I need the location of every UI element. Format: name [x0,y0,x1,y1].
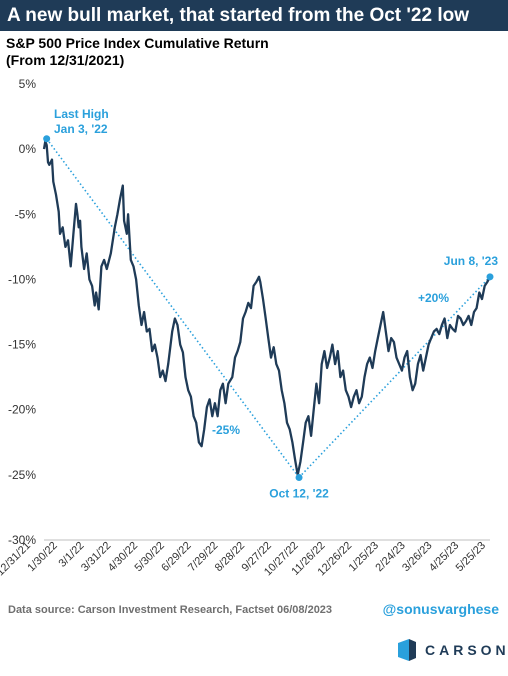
y-tick-label: -30% [8,533,36,547]
subtitle-line-2: (From 12/31/2021) [6,52,125,68]
carson-logo-icon [398,639,416,661]
data-source-note: Data source: Carson Investment Research,… [8,604,333,616]
author-handle[interactable]: @sonusvarghese [382,601,499,617]
y-tick-label: 0% [19,142,37,156]
last-high-label: Last High [54,107,109,121]
annotation-marks [43,135,494,481]
y-tick-label: -10% [8,272,36,286]
last-high-marker [43,135,51,143]
rally-guide-line [298,276,491,479]
subtitle-line-1: S&P 500 Price Index Cumulative Return [6,35,269,51]
series-line [42,140,492,477]
y-tick-label: -25% [8,468,36,482]
y-tick-label: -15% [8,338,36,352]
brand-logo: CARSON [398,638,508,662]
chart-title: A new bull market, that started from the… [0,0,508,31]
brand-name: CARSON [425,642,508,658]
y-tick-label: -20% [8,403,36,417]
y-axis: 5% 0% -5% -10% -15% -20% -25% -30% [8,77,490,547]
chart-subtitle: S&P 500 Price Index Cumulative Return (F… [6,35,269,69]
x-axis: 12/31/211/30/223/1/223/31/224/30/225/30/… [0,540,488,579]
latest-date-label: Jun 8, '23 [444,254,499,268]
latest-marker [486,273,494,281]
low-marker [295,473,303,481]
annotation-guides [46,138,491,479]
chart-plot: 5% 0% -5% -10% -15% -20% -25% -30% 12/31/211/30… [0,77,498,579]
rally-pct-label: +20% [418,291,449,305]
low-date-label: Oct 12, '22 [269,486,329,500]
y-tick-label: 5% [19,77,37,91]
decline-guide-line [46,138,300,478]
last-high-date-label: Jan 3, '22 [54,122,108,136]
x-tick-label: 5/25/23 [454,540,488,574]
y-tick-label: -5% [15,207,37,221]
decline-pct-label: -25% [212,423,240,437]
